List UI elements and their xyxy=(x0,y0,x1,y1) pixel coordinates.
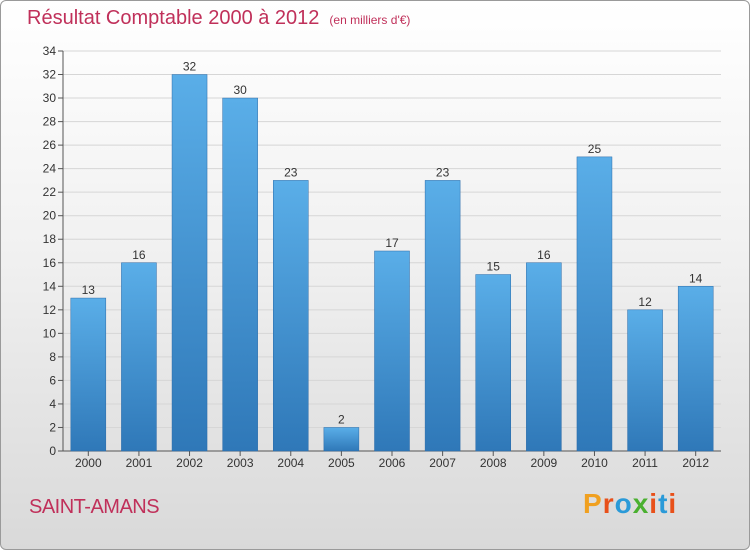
data-label: 32 xyxy=(183,60,197,74)
x-tick-label: 2000 xyxy=(75,456,102,470)
data-label: 23 xyxy=(284,165,298,179)
data-label: 12 xyxy=(638,295,652,309)
data-label: 17 xyxy=(385,236,399,250)
y-tick-label: 26 xyxy=(43,138,57,152)
logo-letter: o xyxy=(614,488,633,519)
data-label: 23 xyxy=(436,165,450,179)
bar xyxy=(424,180,461,452)
title-text: Résultat Comptable 2000 à 2012 xyxy=(27,7,320,29)
y-tick-label: 30 xyxy=(43,91,57,105)
data-label: 16 xyxy=(537,248,551,262)
data-label: 30 xyxy=(233,83,247,97)
logo-letter: P xyxy=(583,488,603,519)
bar xyxy=(121,262,157,452)
bar xyxy=(323,427,360,452)
x-tick-label: 2011 xyxy=(632,456,658,470)
logo-letter: i xyxy=(649,488,659,519)
y-tick-label: 22 xyxy=(43,185,57,199)
bar xyxy=(576,156,613,452)
y-tick-label: 20 xyxy=(43,209,57,223)
x-tick-label: 2003 xyxy=(227,456,254,470)
x-tick-label: 2001 xyxy=(126,456,153,470)
data-label: 2 xyxy=(338,412,345,426)
y-tick-label: 6 xyxy=(49,373,56,387)
x-tick-label: 2006 xyxy=(379,456,406,470)
x-tick-label: 2010 xyxy=(581,456,608,470)
bar xyxy=(374,250,410,452)
labels: 0246810121416182022242628303234132000162… xyxy=(43,44,710,470)
y-tick-label: 0 xyxy=(49,444,56,458)
commune-name: SAINT-AMANS xyxy=(29,496,160,518)
bar xyxy=(677,286,714,452)
y-tick-label: 24 xyxy=(43,162,57,176)
y-tick-label: 2 xyxy=(49,420,56,434)
proxiti-logo: Proxiti xyxy=(583,488,677,520)
y-tick-label: 18 xyxy=(43,232,57,246)
bar xyxy=(171,74,208,452)
x-tick-label: 2005 xyxy=(328,456,355,470)
data-label: 14 xyxy=(689,271,703,285)
bar xyxy=(475,274,511,452)
y-tick-label: 32 xyxy=(43,68,57,82)
bar xyxy=(273,180,309,452)
chart-title: Résultat Comptable 2000 à 2012 (en millie… xyxy=(27,7,410,30)
data-label: 15 xyxy=(487,260,501,274)
x-tick-label: 2004 xyxy=(277,456,304,470)
logo-letter: t xyxy=(658,488,669,519)
x-tick-label: 2012 xyxy=(682,456,709,470)
y-tick-label: 34 xyxy=(43,44,57,58)
bars xyxy=(70,74,714,452)
bar xyxy=(70,297,107,452)
x-tick-label: 2002 xyxy=(176,456,203,470)
data-label: 25 xyxy=(588,142,602,156)
data-label: 16 xyxy=(132,248,146,262)
bar xyxy=(222,97,258,452)
y-tick-label: 10 xyxy=(43,326,57,340)
y-tick-label: 14 xyxy=(43,279,57,293)
data-label: 13 xyxy=(82,283,96,297)
y-tick-label: 28 xyxy=(43,115,57,129)
y-tick-label: 4 xyxy=(49,397,56,411)
logo-letter: r xyxy=(602,488,615,519)
bar xyxy=(526,262,562,452)
x-tick-label: 2009 xyxy=(530,456,557,470)
y-tick-label: 12 xyxy=(43,303,57,317)
y-tick-label: 16 xyxy=(43,256,57,270)
bar xyxy=(627,309,663,452)
x-tick-label: 2007 xyxy=(429,456,456,470)
logo-letter: x xyxy=(632,488,650,519)
logo-letter: i xyxy=(668,488,678,519)
y-tick-label: 8 xyxy=(49,350,56,364)
chart-subtitle: (en milliers d'€) xyxy=(329,13,411,27)
x-tick-label: 2008 xyxy=(480,456,507,470)
